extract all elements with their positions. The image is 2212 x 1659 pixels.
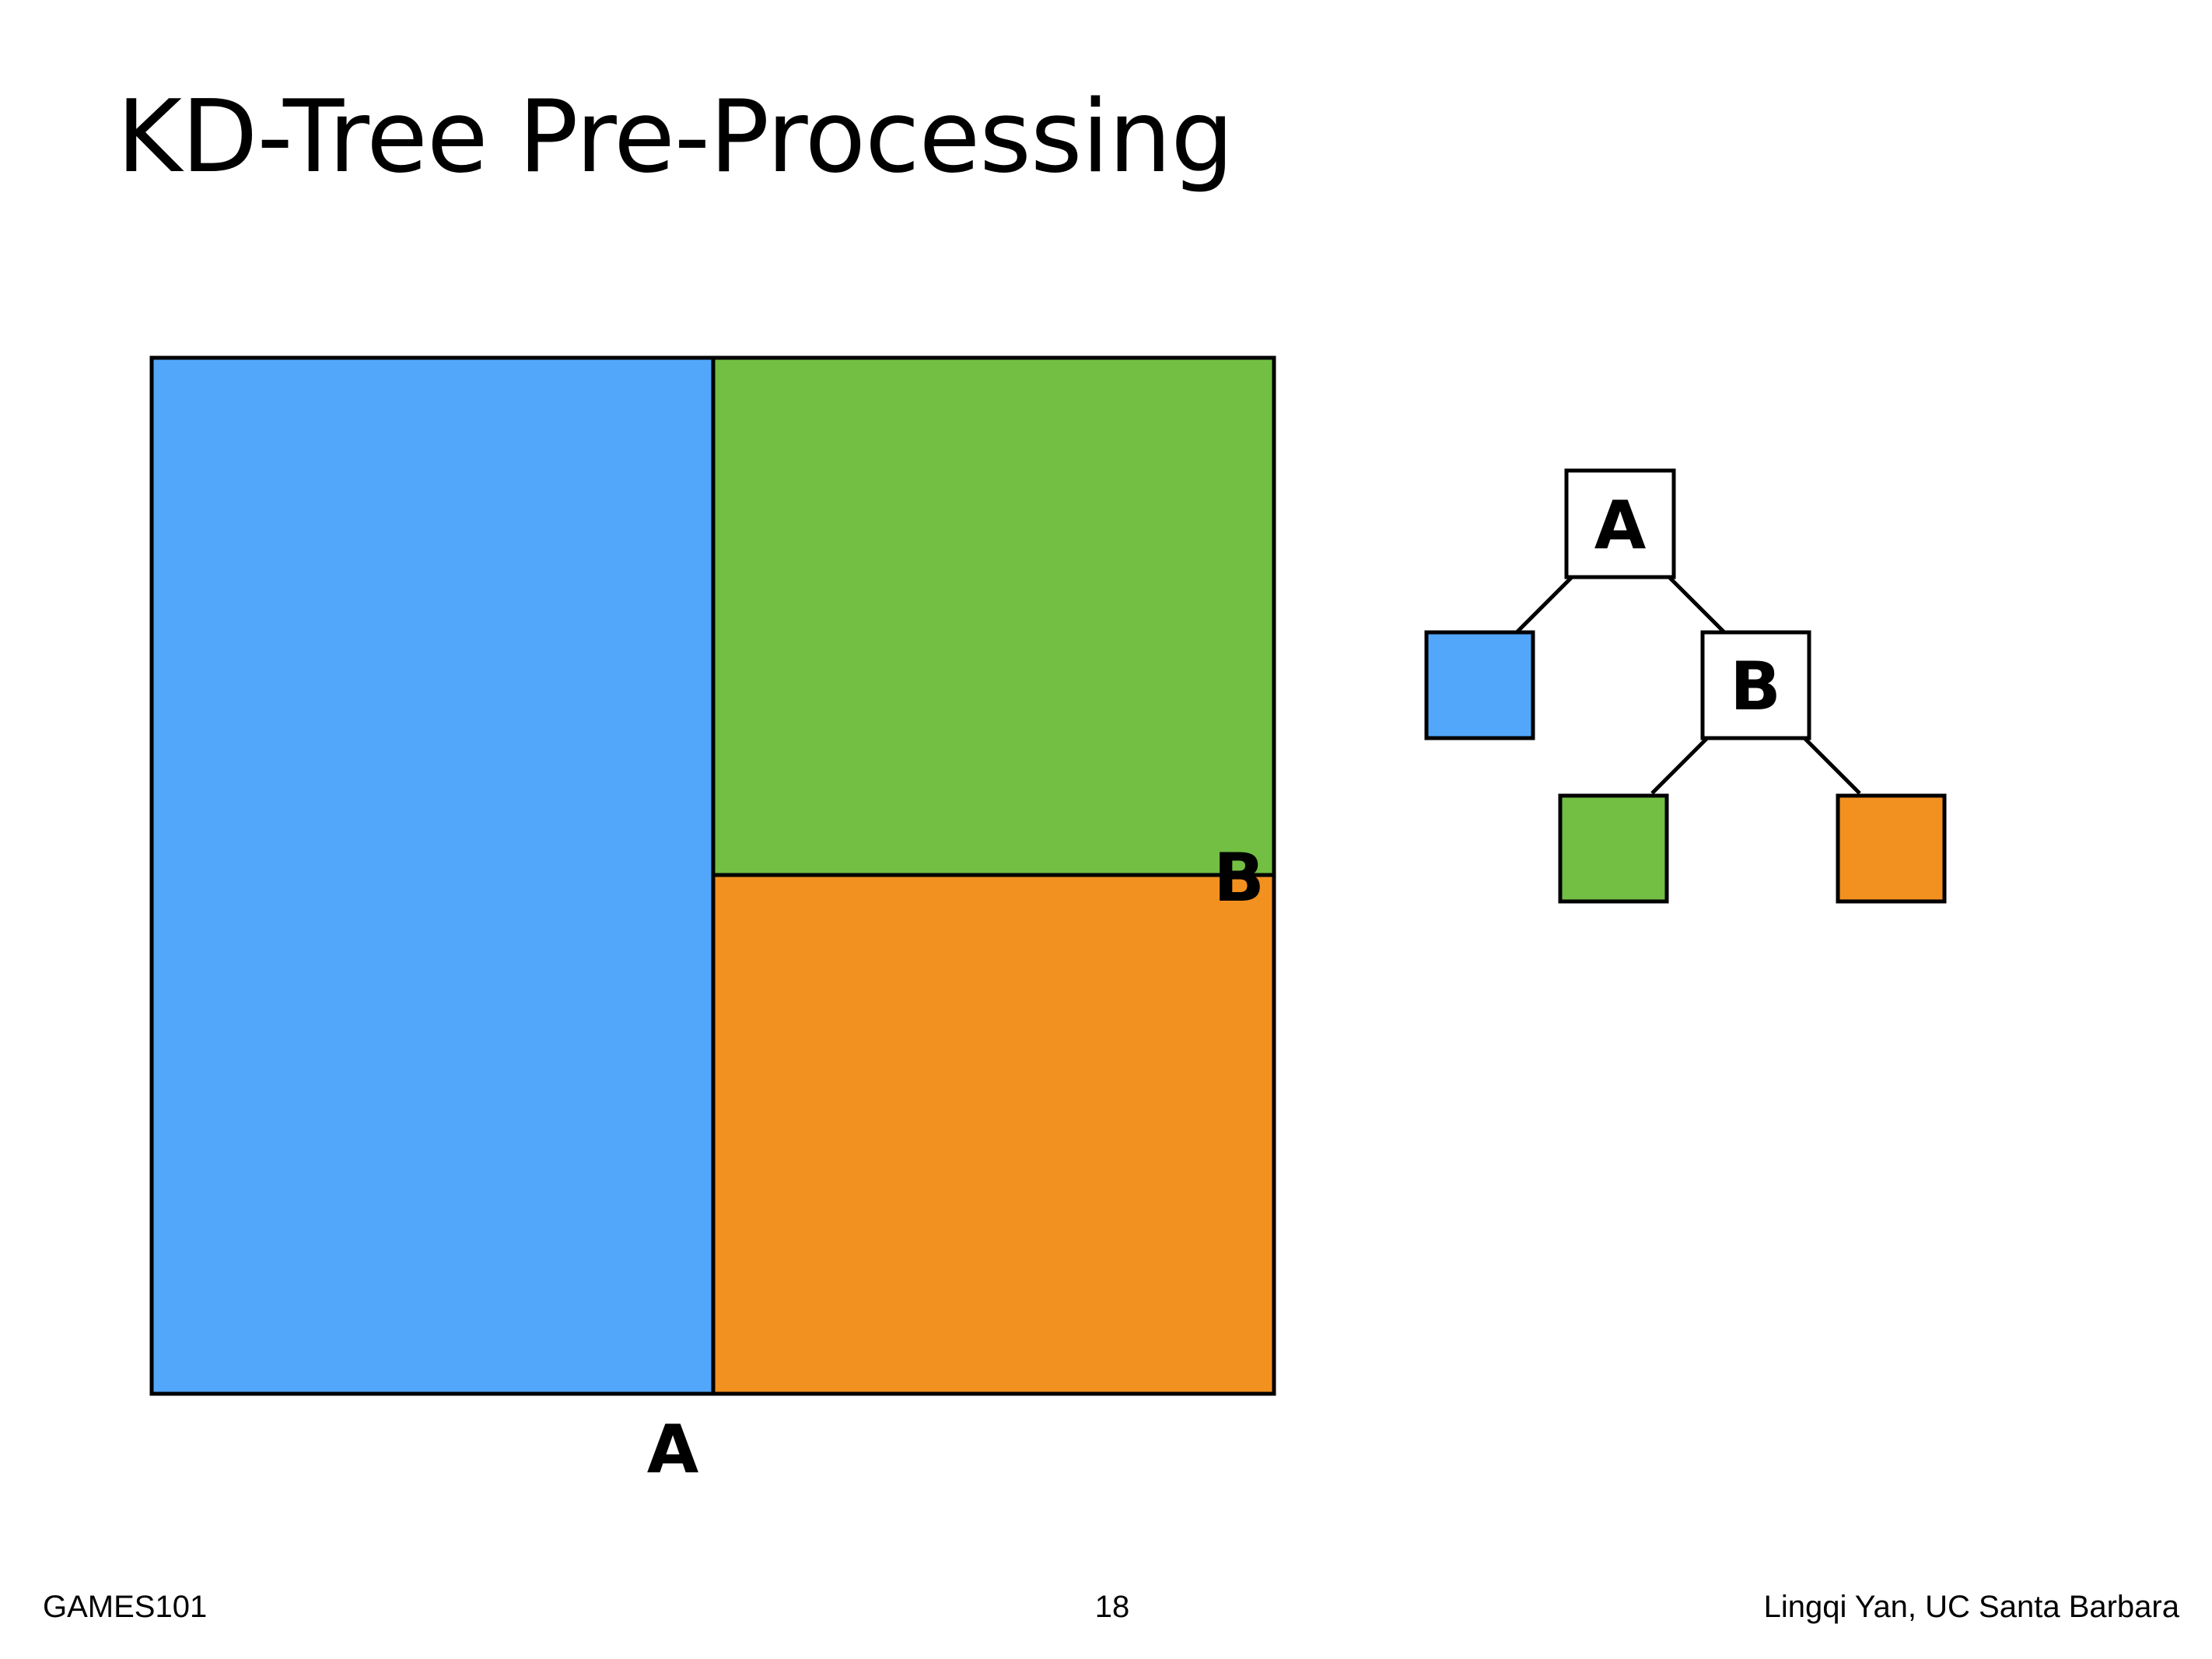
tree-node-b xyxy=(1700,630,1811,740)
tree-leaf-orange xyxy=(1836,793,1947,904)
tree-edge-root-left xyxy=(1515,576,1573,634)
footer-course: GAMES101 xyxy=(43,1590,208,1624)
space-partition: A B xyxy=(149,355,1276,1489)
kd-tree: A B xyxy=(1424,468,1947,904)
tree-edge-root-b xyxy=(1668,576,1726,634)
region-top-right xyxy=(713,358,1274,875)
tree-node-b-label: B xyxy=(1730,648,1781,726)
tree-edge-b-green xyxy=(1650,737,1709,795)
slide-title: KD-Tree Pre-Processing xyxy=(117,79,1234,195)
footer-page-number: 18 xyxy=(1094,1590,1130,1624)
split-label-b: B xyxy=(1213,839,1265,917)
tree-node-root-label: A xyxy=(1594,487,1647,565)
region-bottom-right xyxy=(713,875,1274,1394)
footer-author: Lingqi Yan, UC Santa Barbara xyxy=(1763,1590,2179,1624)
tree-leaf-blue xyxy=(1424,630,1535,740)
tree-edge-b-orange xyxy=(1803,737,1861,795)
tree-leaf-green xyxy=(1558,793,1669,904)
tree-node-root xyxy=(1564,468,1676,579)
region-left xyxy=(152,358,713,1394)
split-label-a: A xyxy=(647,1411,699,1489)
